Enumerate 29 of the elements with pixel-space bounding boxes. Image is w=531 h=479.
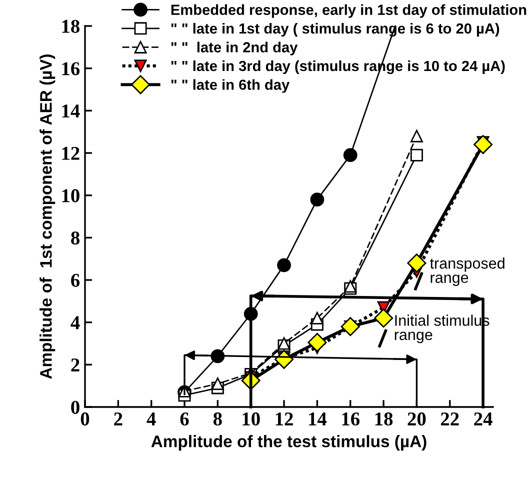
x-tick-label: 22 xyxy=(440,412,459,426)
x-tick-label: 10 xyxy=(242,412,260,426)
y-tick-label: 18 xyxy=(62,20,80,33)
x-tick-label: 6 xyxy=(180,412,189,426)
x-tick-label: 0 xyxy=(80,412,90,426)
x-tick-label: 4 xyxy=(146,412,156,426)
x-tick-label: 8 xyxy=(213,412,222,426)
y-tick-label: 12 xyxy=(62,146,80,160)
x-tick-label: 2 xyxy=(114,412,122,426)
legend-label: " " late in 6th day xyxy=(171,79,290,93)
y-tick-label: 10 xyxy=(62,189,80,202)
y-tick-label: 0 xyxy=(71,400,80,414)
x-tick-label: 24 xyxy=(474,412,492,426)
y-tick-label: 4 xyxy=(70,316,80,330)
y-tick-label: 2 xyxy=(71,358,80,372)
x-tick-label: 20 xyxy=(408,412,426,426)
y-tick-label: 6 xyxy=(71,274,80,287)
x-tick-label: 12 xyxy=(276,412,293,426)
x-axis-title: Amplitude of the test stimulus (µA) xyxy=(151,435,426,451)
y-axis-title: Amplitude of 1st component of AER (µV) xyxy=(40,54,56,379)
legend-label: Embedded response, early in 1st day of stimulation xyxy=(171,4,526,18)
legend-label: " " late in 2nd day xyxy=(171,42,298,56)
x-tick-label: 18 xyxy=(375,412,393,426)
y-tick-label: 16 xyxy=(62,62,80,76)
annotation: transposed range xyxy=(430,258,504,286)
y-tick-label: 8 xyxy=(71,231,80,245)
x-tick-label: 14 xyxy=(309,412,327,426)
y-tick-label: 14 xyxy=(62,104,80,118)
x-tick-label: 16 xyxy=(342,412,360,426)
